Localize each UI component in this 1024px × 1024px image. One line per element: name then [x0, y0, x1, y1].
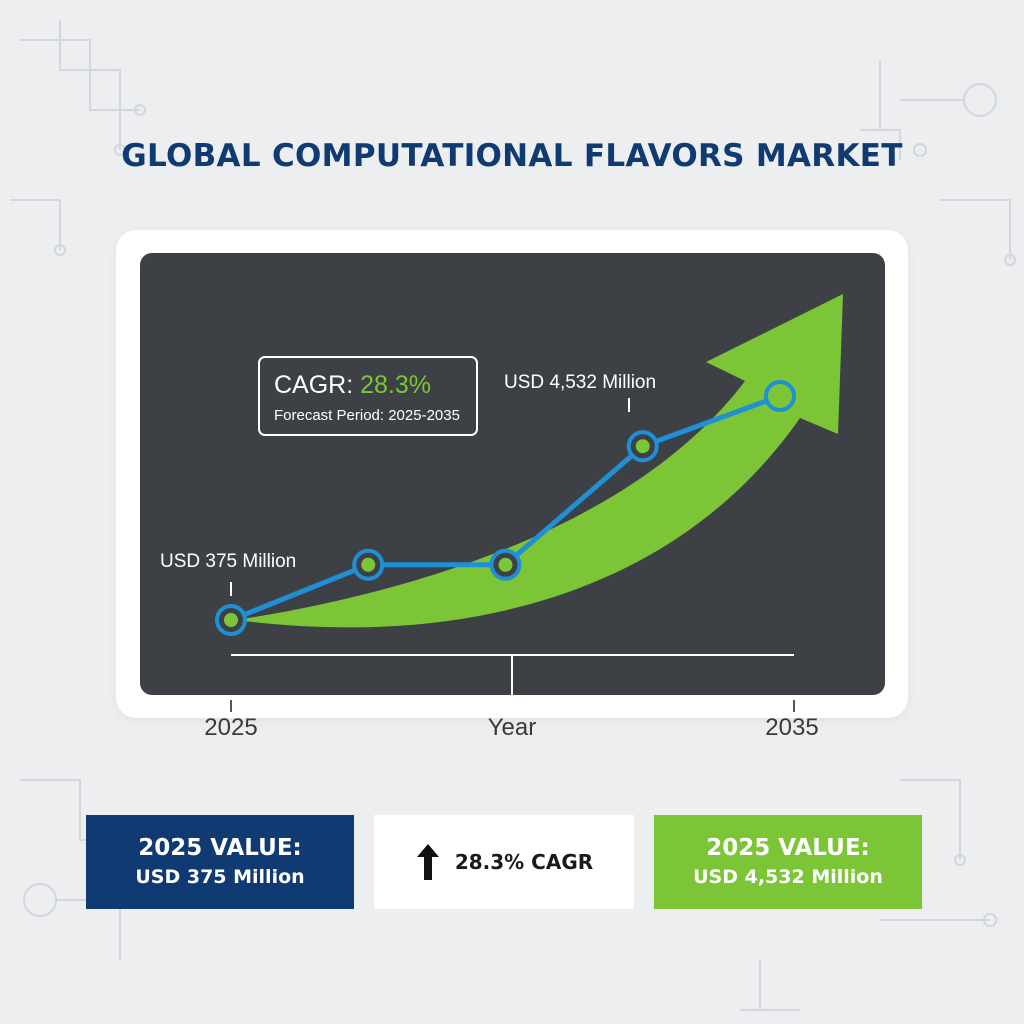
data-point: [361, 557, 376, 572]
stat-left-heading: 2025 VALUE:: [138, 835, 302, 861]
data-point: [635, 439, 650, 454]
stat-right-heading: 2025 VALUE:: [706, 835, 870, 861]
data-point-ring: [764, 380, 796, 412]
page-title: GLOBAL COMPUTATIONAL FLAVORS MARKET: [121, 138, 903, 174]
trend-arrow: [236, 294, 843, 628]
stat-left-value: USD 375 Million: [135, 866, 305, 888]
up-arrow-icon: [416, 844, 439, 880]
stat-cagr-text: 28.3% CAGR: [454, 850, 594, 874]
x-tick-label-2035: 2035: [765, 714, 818, 741]
x-axis-label: Year: [488, 714, 537, 741]
x-tick-label-2025: 2025: [204, 714, 257, 741]
annotation-end: USD 4,532 Million: [504, 372, 656, 393]
data-point: [498, 557, 513, 572]
stat-card-2035: 2025 VALUE: USD 4,532 Million: [654, 815, 922, 909]
data-point: [224, 613, 238, 627]
cagr-label: CAGR: 28.3%: [274, 371, 431, 399]
annotation-start: USD 375 Million: [160, 551, 296, 572]
chart-panel: [140, 253, 885, 695]
stat-card-2025: 2025 VALUE: USD 375 Million: [86, 815, 354, 909]
cagr-period: Forecast Period: 2025-2035: [274, 407, 460, 424]
stat-card-cagr: 28.3% CAGR: [374, 815, 634, 909]
cagr-value: 28.3%: [360, 371, 431, 399]
cagr-box: [258, 356, 478, 436]
stat-right-value: USD 4,532 Million: [693, 866, 883, 888]
